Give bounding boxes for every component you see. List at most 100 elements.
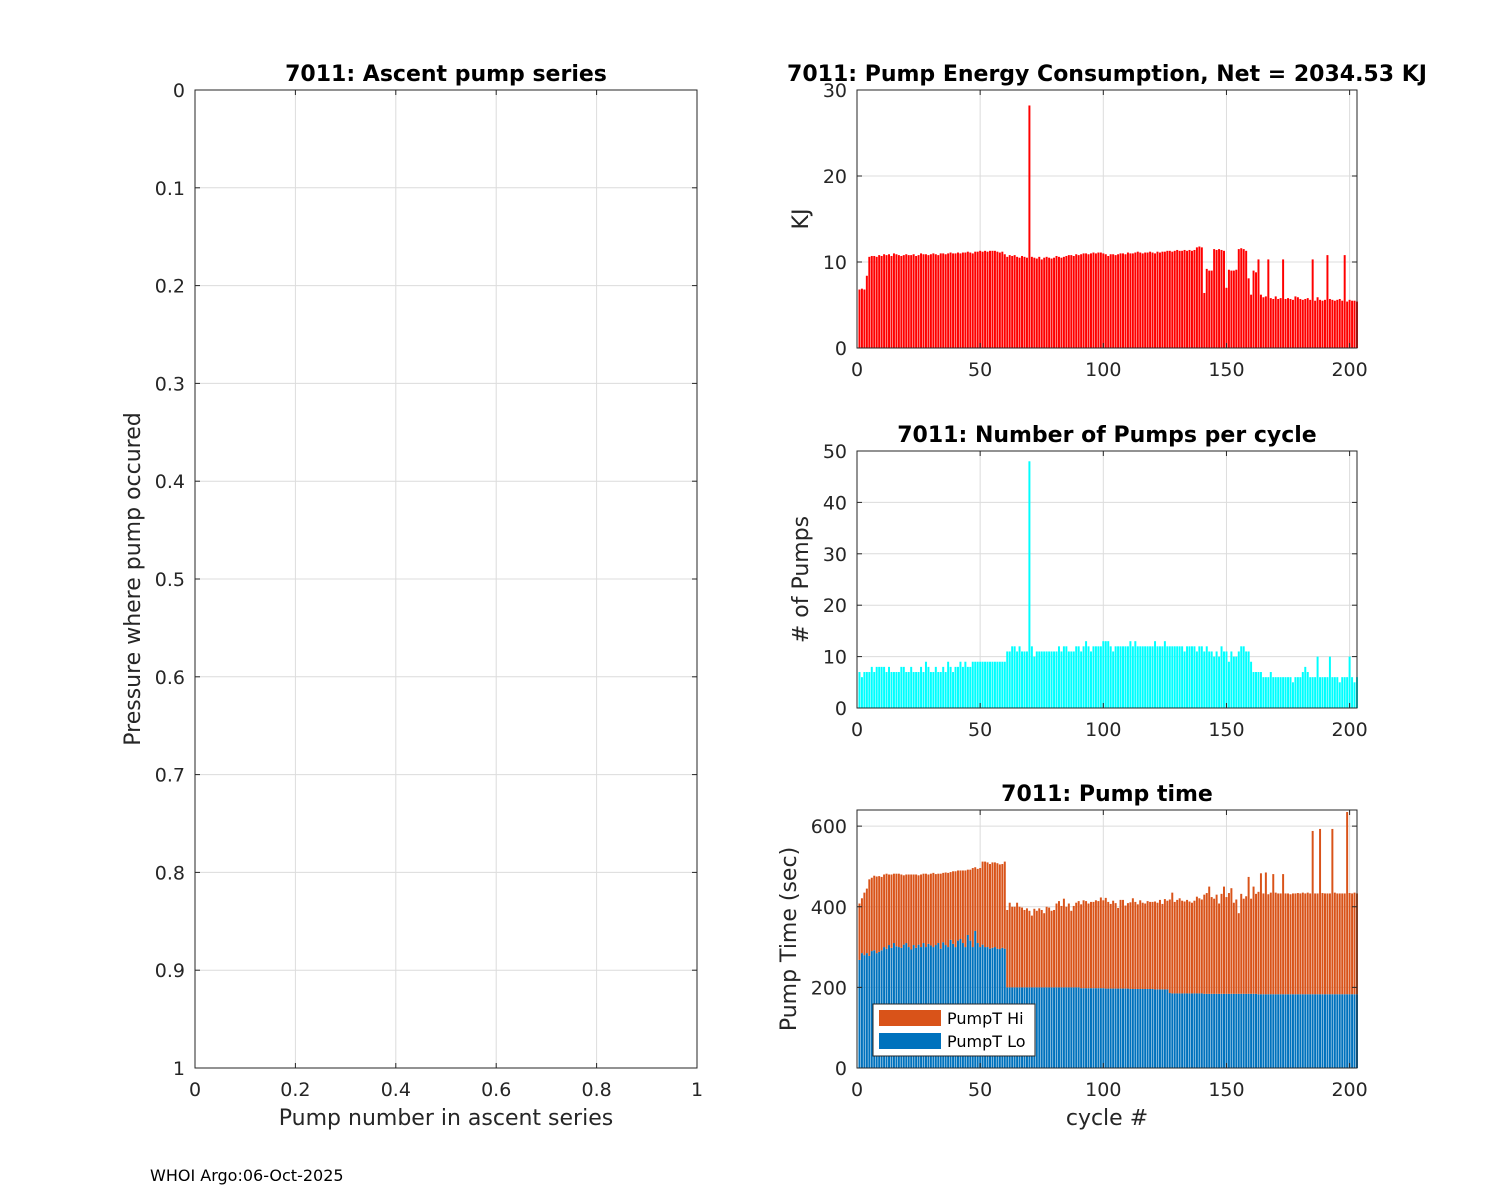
bar-pumpt-hi: [1218, 903, 1221, 994]
bar-pumpt-hi: [1077, 901, 1080, 988]
bar: [907, 672, 910, 708]
bar-pumpt-lo: [1188, 993, 1191, 1068]
bar: [1277, 677, 1280, 708]
bar: [1338, 298, 1341, 348]
bar-pumpt-hi: [1341, 893, 1344, 995]
bar-pumpt-hi: [966, 869, 969, 935]
bar-pumpt-lo: [1112, 988, 1115, 1068]
bar: [1282, 259, 1285, 348]
x-tick-label: 200: [1331, 719, 1367, 741]
bar-pumpt-lo: [1259, 994, 1262, 1068]
bar-pumpt-hi: [1299, 893, 1302, 995]
bar: [912, 254, 915, 348]
bar: [1057, 646, 1060, 708]
bar: [1195, 651, 1198, 708]
x-tick-label: 0: [851, 359, 863, 381]
y-tick-label: 50: [823, 441, 847, 463]
bar: [964, 252, 967, 348]
bar: [1168, 646, 1171, 708]
bar-pumpt-hi: [1294, 893, 1297, 995]
bar-pumpt-hi: [1006, 909, 1009, 988]
bar: [868, 672, 871, 708]
legend: PumpT Hi PumpT Lo: [872, 1003, 1036, 1057]
footer-credit: WHOI Argo:06-Oct-2025: [150, 1166, 344, 1185]
bar-pumpt-lo: [1346, 994, 1349, 1068]
plot-area: [857, 451, 1357, 708]
bar: [974, 251, 977, 348]
bar-pumpt-hi: [1351, 893, 1354, 995]
bar-pumpt-hi: [924, 873, 927, 948]
x-tick-label: 150: [1208, 359, 1244, 381]
x-tick-label: 0.2: [280, 1079, 310, 1101]
bar: [1139, 252, 1142, 348]
bar-pumpt-hi: [1252, 886, 1255, 994]
bar: [1272, 298, 1275, 348]
bar-pumpt-lo: [1257, 994, 1260, 1068]
x-tick-label: 0.8: [581, 1079, 611, 1101]
bar-pumpt-hi: [1023, 909, 1026, 988]
bar: [1304, 298, 1307, 348]
bar-pumpt-hi: [1178, 898, 1181, 994]
bar: [905, 254, 908, 348]
bar-pumpt-lo: [1070, 987, 1073, 1068]
bar: [1323, 677, 1326, 708]
bar: [1057, 256, 1060, 348]
bar-pumpt-lo: [1348, 994, 1351, 1068]
bar: [873, 672, 876, 708]
bar: [1203, 292, 1206, 348]
bar-pumpt-lo: [1235, 993, 1238, 1068]
bar: [959, 661, 962, 708]
bar-pumpt-hi: [1230, 888, 1233, 994]
bar-pumpt-hi: [1168, 899, 1171, 994]
bar: [1075, 646, 1078, 708]
bar-pumpt-hi: [1291, 893, 1294, 995]
bar: [1289, 677, 1292, 708]
bar: [1107, 255, 1110, 348]
x-tick-label: 150: [1208, 719, 1244, 741]
bar: [961, 666, 964, 708]
bar-pumpt-hi: [892, 873, 895, 944]
bar-pumpt-lo: [1124, 988, 1127, 1068]
bar: [1126, 646, 1129, 708]
bar-pumpt-lo: [1193, 993, 1196, 1068]
y-tick-label: 0.7: [155, 765, 185, 787]
bar: [863, 672, 866, 708]
bar-pumpt-hi: [1272, 874, 1275, 995]
bar: [915, 672, 918, 708]
bar: [1218, 656, 1221, 708]
bar-pumpt-hi: [1109, 903, 1112, 989]
bar: [981, 251, 984, 348]
bar: [907, 255, 910, 348]
bar-pumpt-hi: [912, 874, 915, 946]
bar: [1225, 651, 1228, 708]
bar: [1259, 294, 1262, 348]
bar: [1267, 677, 1270, 708]
bar: [1232, 270, 1235, 348]
bar: [1149, 646, 1152, 708]
bar-pumpt-hi: [949, 872, 952, 940]
bar-pumpt-lo: [1139, 988, 1142, 1068]
bar: [1060, 257, 1063, 348]
bar: [1001, 251, 1004, 348]
bar-pumpt-hi: [1193, 900, 1196, 994]
bar: [1351, 677, 1354, 708]
bar-pumpt-hi: [1107, 901, 1110, 989]
bar-pumpt-lo: [1075, 987, 1078, 1068]
bar-pumpt-hi: [1309, 893, 1312, 995]
bar: [897, 672, 900, 708]
bar: [912, 672, 915, 708]
bar-pumpt-lo: [1328, 994, 1331, 1068]
bar-pumpt-hi: [993, 862, 996, 948]
bar: [949, 666, 952, 708]
x-tick-label: 50: [968, 719, 992, 741]
bar: [865, 275, 868, 348]
bar-pumpt-hi: [1001, 864, 1004, 948]
bar: [1314, 300, 1317, 348]
bar: [1245, 651, 1248, 708]
bar-pumpt-hi: [1166, 900, 1169, 990]
bar: [1144, 646, 1147, 708]
bar-pumpt-hi: [1173, 901, 1176, 994]
bar: [998, 252, 1001, 348]
bar-pumpt-lo: [1038, 987, 1041, 1068]
bar: [1033, 656, 1036, 708]
